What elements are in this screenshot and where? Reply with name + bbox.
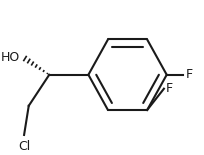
Text: F: F <box>185 68 193 81</box>
Text: F: F <box>166 82 173 95</box>
Text: Cl: Cl <box>18 140 30 153</box>
Text: HO: HO <box>1 51 20 64</box>
